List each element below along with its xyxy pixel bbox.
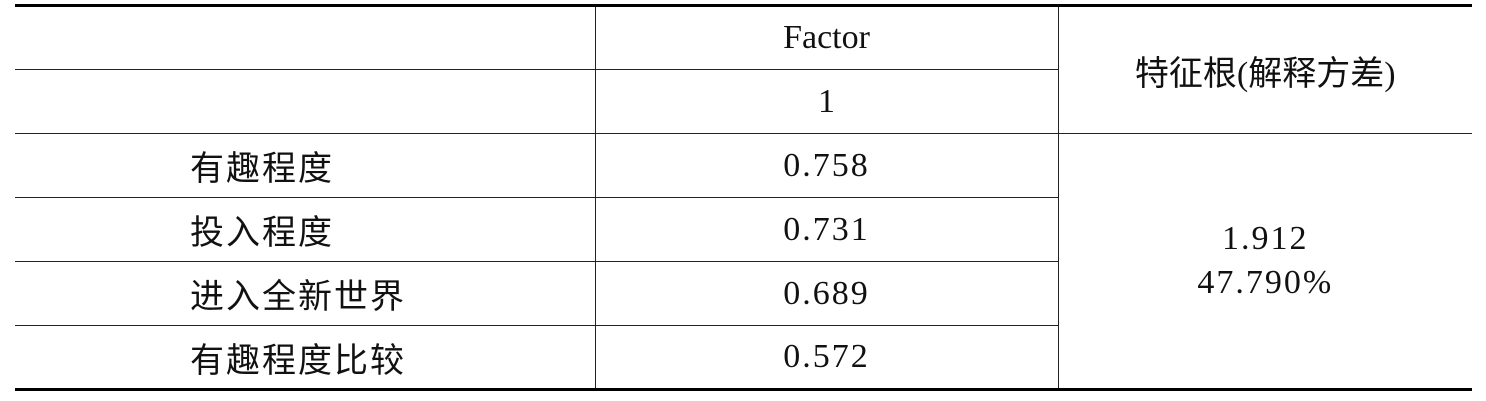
loading-cell: 0.689 [594,261,1058,326]
header-row: 1 [15,69,1472,134]
row-label: 进入全新世界 [15,261,596,326]
empty-cell [15,4,596,70]
loading-cell: 0.572 [594,325,1058,391]
empty-cell [15,69,596,134]
loading-cell: 0.758 [594,133,1059,198]
row-label: 投入程度 [15,197,596,262]
eigenvalue: 1.912 [1222,220,1309,257]
data-row: 有趣程度比较 0.572 [15,325,1472,391]
data-row: 有趣程度 0.758 1.912 47.790% [15,133,1472,391]
data-row: 投入程度 0.731 [15,197,1472,262]
explained-variance: 47.790% [1197,264,1334,301]
row-label: 有趣程度 [15,133,596,198]
row-label: 有趣程度比较 [15,325,596,391]
header-cell: Factor [594,4,1059,70]
factor-table: Factor 特征根(解释方差) 1 有趣程度 0.758 1.912 47.7… [15,4,1472,391]
eigen-cell: 1.912 47.790% [1057,133,1472,391]
data-row: 进入全新世界 0.689 [15,261,1472,326]
header-cell: 1 [594,69,1058,134]
header-cell: 特征根(解释方差) [1057,4,1472,134]
header-row: Factor 特征根(解释方差) [15,4,1472,134]
loading-cell: 0.731 [594,197,1058,262]
